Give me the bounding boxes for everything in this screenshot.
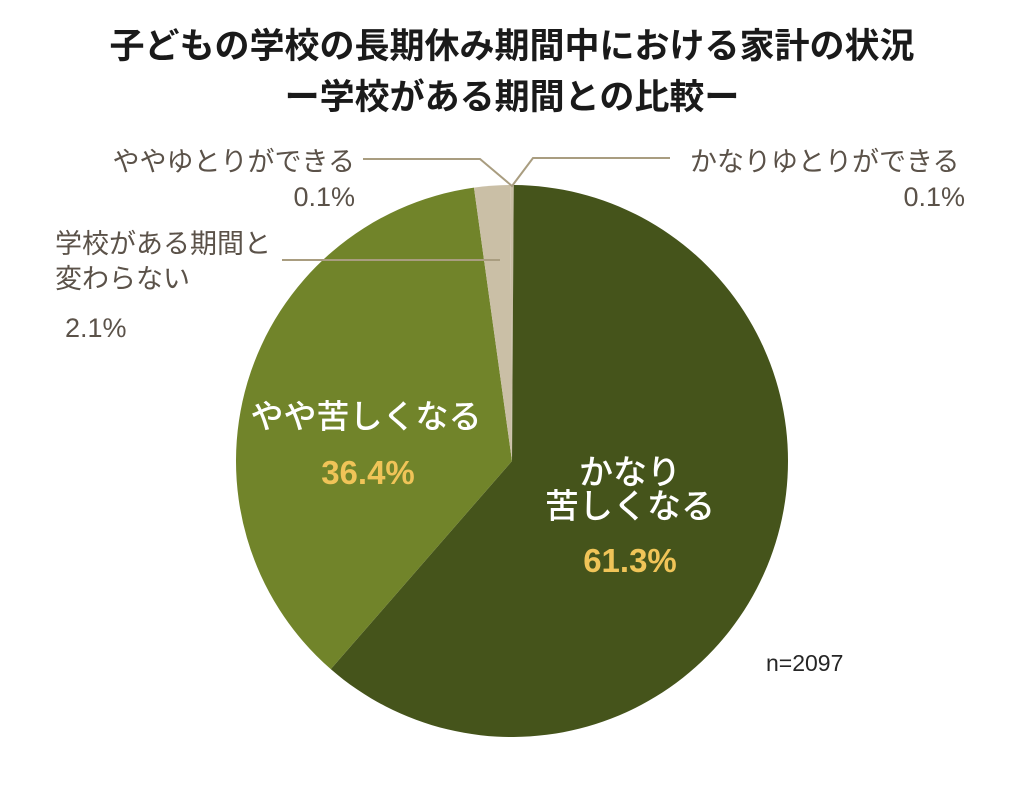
svg-text:ややゆとりができる: ややゆとりができる xyxy=(113,147,355,177)
svg-text:苦しくなる: 苦しくなる xyxy=(545,488,715,526)
svg-text:0.1%: 0.1% xyxy=(903,182,965,212)
svg-text:n=2097: n=2097 xyxy=(766,650,843,676)
svg-text:36.4%: 36.4% xyxy=(321,454,415,491)
svg-text:61.3%: 61.3% xyxy=(583,542,677,579)
svg-text:やや苦しくなる: やや苦しくなる xyxy=(251,398,482,435)
svg-text:かなりゆとりができる: かなりゆとりができる xyxy=(690,147,959,177)
svg-text:学校がある期間と: 学校がある期間と xyxy=(55,229,271,259)
svg-text:2.1%: 2.1% xyxy=(65,313,127,343)
svg-text:0.1%: 0.1% xyxy=(293,182,355,212)
svg-text:変わらない: 変わらない xyxy=(55,264,190,294)
svg-text:かなり: かなり xyxy=(579,454,681,492)
